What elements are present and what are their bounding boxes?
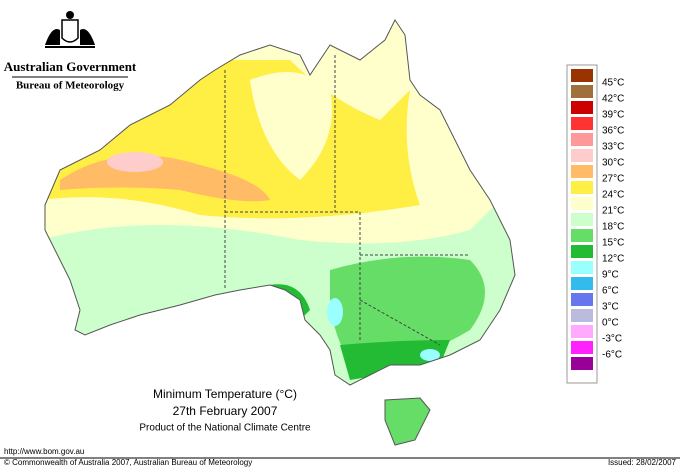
- legend-swatch: [571, 309, 593, 322]
- government: Australian Government: [4, 59, 137, 74]
- legend-swatch: [571, 261, 593, 274]
- map-date: 27th February 2007: [173, 404, 278, 418]
- legend-label: 45°C: [602, 78, 624, 89]
- legend-swatch: [571, 101, 593, 114]
- legend-label: -6°C: [602, 350, 622, 361]
- legend-label: 30°C: [602, 158, 624, 169]
- legend-label: 42°C: [602, 94, 624, 105]
- legend-label: 0°C: [602, 318, 619, 329]
- copyright: © Commonwealth of Australia 2007, Austra…: [4, 458, 252, 467]
- legend-label: 18°C: [602, 222, 624, 233]
- legend-swatch: [571, 181, 593, 194]
- legend-swatch: [571, 85, 593, 98]
- legend-label: 24°C: [602, 190, 624, 201]
- legend-swatch: [571, 357, 593, 370]
- legend-swatch: [571, 277, 593, 290]
- legend-label: -3°C: [602, 334, 622, 345]
- legend-swatch: [571, 229, 593, 242]
- legend-swatch: [571, 149, 593, 162]
- legend-swatch: [571, 165, 593, 178]
- legend-swatch: [571, 197, 593, 210]
- legend-label: 21°C: [602, 206, 624, 217]
- legend-label: 27°C: [602, 174, 624, 185]
- legend-swatch: [571, 325, 593, 338]
- legend-label: 33°C: [602, 142, 624, 153]
- agency: Bureau of Meteorology: [16, 80, 125, 92]
- legend-label: 39°C: [602, 110, 624, 121]
- legend-frame: [566, 64, 598, 384]
- legend-label: 36°C: [602, 126, 624, 137]
- legend-swatch: [571, 245, 593, 258]
- coastline: [44, 19, 516, 386]
- map-title: Minimum Temperature (°C): [153, 387, 297, 401]
- legend-swatch: [571, 69, 593, 82]
- legend-swatch: [571, 341, 593, 354]
- url: http://www.bom.gov.au: [4, 447, 84, 456]
- tasmania: [384, 397, 431, 446]
- legend: 45°C 42°C 39°C 36°C 33°C 30°C 27°C 24°C 21°C 18°C…: [571, 69, 624, 370]
- legend-label: 12°C: [602, 254, 624, 265]
- legend-label: 6°C: [602, 286, 619, 297]
- logo: [45, 11, 95, 48]
- legend-label: 3°C: [602, 302, 619, 313]
- legend-swatch: [571, 293, 593, 306]
- legend-swatch: [571, 213, 593, 226]
- issued: Issued: 28/02/2007: [608, 458, 677, 467]
- state-borders: [224, 55, 470, 346]
- legend-label: 9°C: [602, 270, 619, 281]
- legend-swatch: [571, 133, 593, 146]
- legend-swatch: [571, 117, 593, 130]
- map-product: Product of the National Climate Centre: [139, 423, 311, 434]
- legend-label: 15°C: [602, 238, 624, 249]
